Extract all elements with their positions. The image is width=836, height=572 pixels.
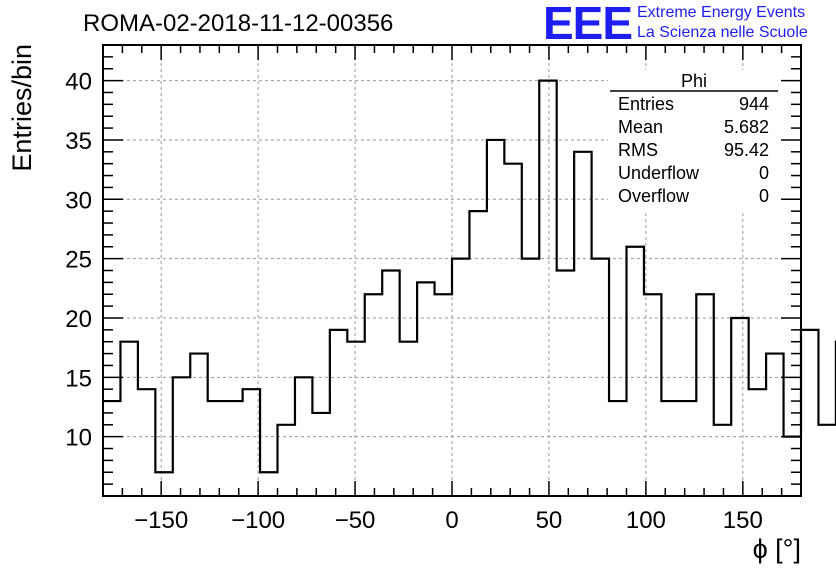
x-tick-label: −150 bbox=[134, 507, 188, 534]
x-axis-title: ϕ [°] bbox=[753, 534, 801, 564]
histogram-bin bbox=[278, 425, 295, 496]
histogram-bin bbox=[173, 377, 190, 496]
eee-logo: EEE bbox=[543, 0, 633, 49]
histogram-line bbox=[103, 79, 836, 474]
histogram-bin bbox=[749, 389, 766, 496]
histogram-bin bbox=[609, 401, 626, 496]
histogram-bin bbox=[243, 389, 260, 496]
stats-label: Mean bbox=[618, 117, 663, 137]
histogram-bin bbox=[330, 330, 347, 496]
histogram-bin bbox=[435, 294, 452, 496]
y-tick-label: 30 bbox=[65, 187, 92, 214]
y-axis-title: Entries/bin bbox=[7, 44, 37, 172]
histogram-bin bbox=[382, 271, 399, 497]
stats-value: 0 bbox=[759, 186, 769, 206]
histogram-bin bbox=[260, 472, 277, 496]
logo-line-1: Extreme Energy Events bbox=[637, 4, 806, 21]
chart-title: ROMA-02-2018-11-12-00356 bbox=[83, 10, 394, 37]
histogram-bin bbox=[504, 164, 521, 496]
histogram-bin bbox=[312, 413, 329, 496]
x-tick-label: 150 bbox=[723, 507, 763, 534]
stats-title: Phi bbox=[681, 71, 707, 91]
histogram-bin bbox=[225, 401, 242, 496]
stats-value: 0 bbox=[759, 163, 769, 183]
histogram-bin bbox=[120, 342, 137, 496]
stats-value: 944 bbox=[739, 94, 769, 114]
y-tick-label: 10 bbox=[65, 425, 92, 452]
histogram-bin bbox=[731, 318, 748, 496]
stats-box bbox=[608, 70, 780, 210]
histogram-bin bbox=[801, 330, 818, 496]
histogram-bin bbox=[347, 342, 364, 496]
histogram-bin bbox=[818, 425, 835, 496]
histogram-bin bbox=[679, 401, 696, 496]
stats-label: Overflow bbox=[618, 186, 690, 206]
histogram-bin bbox=[661, 401, 678, 496]
x-tick-label: 0 bbox=[445, 507, 458, 534]
histogram-bin bbox=[400, 342, 417, 496]
stats-label: Entries bbox=[618, 94, 674, 114]
stats-value: 5.682 bbox=[724, 117, 769, 137]
histogram-bin bbox=[522, 259, 539, 496]
histogram-bin bbox=[644, 294, 661, 496]
x-tick-label: 50 bbox=[536, 507, 563, 534]
histogram-bin bbox=[574, 152, 591, 496]
histogram-bin bbox=[766, 354, 783, 496]
histogram-bin bbox=[487, 140, 504, 496]
histogram-bin bbox=[103, 401, 120, 496]
histogram-bin bbox=[539, 81, 556, 496]
histogram-bin bbox=[627, 247, 644, 496]
histogram-bin bbox=[417, 282, 434, 496]
histogram-bin bbox=[208, 401, 225, 496]
histogram-bin bbox=[452, 259, 469, 496]
logo-line-2: La Scienza nelle Scuole bbox=[637, 24, 808, 41]
x-tick-label: −50 bbox=[335, 507, 376, 534]
y-tick-label: 20 bbox=[65, 306, 92, 333]
y-tick-label: 35 bbox=[65, 128, 92, 155]
histogram-bin bbox=[138, 389, 155, 496]
histogram-bin bbox=[784, 437, 801, 496]
histogram-bin bbox=[696, 294, 713, 496]
histogram-bin bbox=[190, 354, 207, 496]
y-tick-label: 25 bbox=[65, 247, 92, 274]
histogram-bin bbox=[557, 271, 574, 497]
histogram-bin bbox=[365, 294, 382, 496]
stats-value: 95.42 bbox=[724, 140, 769, 160]
histogram-bin bbox=[155, 472, 172, 496]
histogram-bin bbox=[295, 377, 312, 496]
x-tick-label: 100 bbox=[626, 507, 666, 534]
stats-label: RMS bbox=[618, 140, 658, 160]
y-tick-label: 40 bbox=[65, 69, 92, 96]
histogram-bin bbox=[714, 425, 731, 496]
y-tick-label: 15 bbox=[65, 365, 92, 392]
logo-caption: Extreme Energy Events La Scienza nelle S… bbox=[637, 3, 808, 43]
histogram-bin bbox=[592, 259, 609, 496]
x-tick-label: −100 bbox=[231, 507, 285, 534]
histogram-bin bbox=[469, 211, 486, 496]
stats-label: Underflow bbox=[618, 163, 700, 183]
